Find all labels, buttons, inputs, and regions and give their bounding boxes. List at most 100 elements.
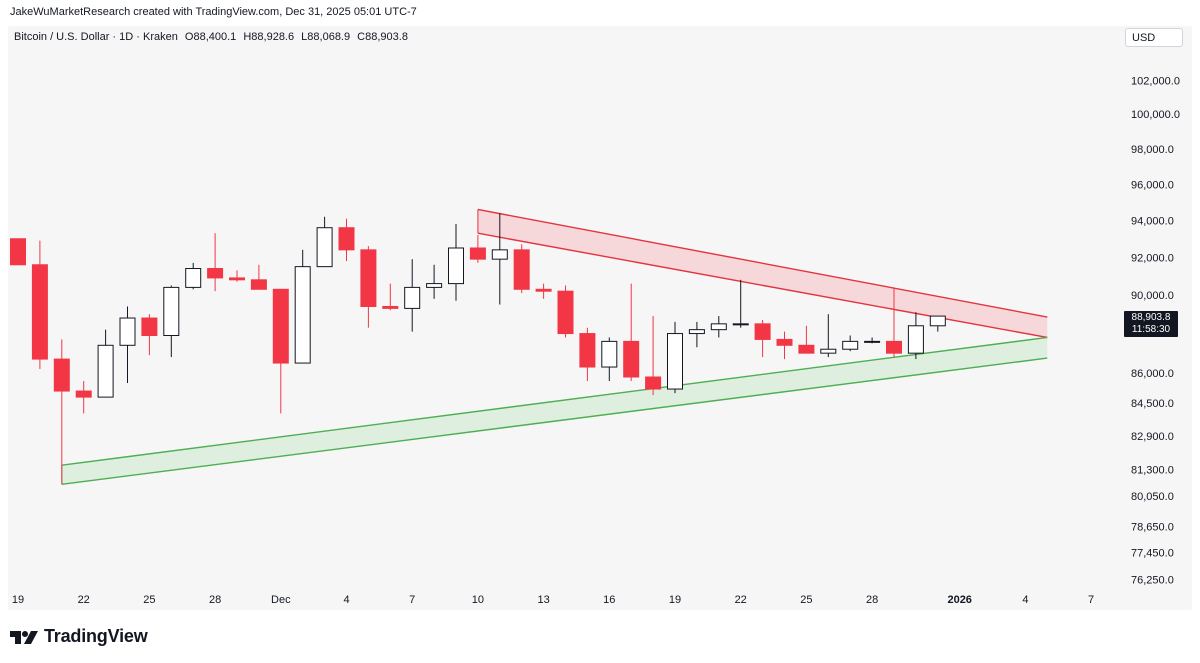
resistance-channel-upper-line xyxy=(477,208,1048,318)
candle xyxy=(53,339,70,485)
candle-body xyxy=(907,325,924,354)
candle-body xyxy=(491,249,508,260)
support-channel-upper-line xyxy=(61,336,1048,466)
candle xyxy=(360,246,377,328)
time-axis-label: 28 xyxy=(866,594,878,606)
price-axis-label: 100,000.0 xyxy=(1131,109,1180,121)
time-axis-label: 19 xyxy=(12,594,24,606)
candle xyxy=(754,319,771,358)
candles xyxy=(10,213,946,485)
candle-body xyxy=(316,227,333,268)
candle-body xyxy=(53,358,70,392)
candle-body xyxy=(579,333,596,368)
price-axis-label: 86,000.0 xyxy=(1131,368,1174,380)
price-axis-label: 84,500.0 xyxy=(1131,398,1174,410)
time-axis-label: 28 xyxy=(209,594,221,606)
time-axis[interactable]: 19 22 25 28 Dec 4 7 10 13 16 19 22 25 28 2026 4 7 xyxy=(12,594,1094,606)
candle xyxy=(250,264,267,290)
candle xyxy=(141,314,158,356)
candle xyxy=(469,235,486,263)
candle xyxy=(579,327,596,381)
candle-body xyxy=(185,268,202,288)
candle-body xyxy=(426,283,443,288)
tradingview-logo-text: TradingView xyxy=(44,626,148,646)
open-value: O88,400.1 xyxy=(184,31,237,43)
support-channel-fill xyxy=(61,337,1048,485)
price-axis-label: 102,000.0 xyxy=(1131,75,1180,87)
time-axis-label: 16 xyxy=(603,594,615,606)
candle-body xyxy=(688,329,705,335)
time-axis-label: 22 xyxy=(78,594,90,606)
candle-body xyxy=(250,279,267,290)
candle-body xyxy=(469,247,486,260)
candle xyxy=(864,337,881,344)
time-axis-label: 25 xyxy=(143,594,155,606)
candle xyxy=(557,285,574,338)
candle xyxy=(601,337,618,381)
candle xyxy=(426,264,443,299)
candle-body xyxy=(448,247,464,285)
currency-button[interactable]: USD xyxy=(1125,28,1183,47)
time-axis-label: Dec xyxy=(271,594,291,606)
candle xyxy=(207,233,224,292)
tradingview-logo[interactable]: TradingView xyxy=(10,626,148,647)
candle-body xyxy=(754,323,771,340)
candle xyxy=(907,312,924,360)
candle xyxy=(272,288,289,414)
candle-body xyxy=(820,348,837,354)
price-axis-label: 80,050.0 xyxy=(1131,491,1174,503)
candle xyxy=(10,238,26,266)
candle-body xyxy=(207,268,224,279)
last-price-tag: 88,903.8 11:58:30 xyxy=(1124,311,1178,337)
candle xyxy=(842,335,859,352)
price-axis[interactable]: 102,000.0 100,000.0 98,000.0 96,000.0 94,000… xyxy=(1131,75,1180,586)
time-axis-label: 2026 xyxy=(947,594,971,606)
bar-countdown: 11:58:30 xyxy=(1131,324,1171,335)
price-axis-label: 96,000.0 xyxy=(1131,179,1174,191)
candle xyxy=(294,249,311,364)
candle-body xyxy=(798,344,815,354)
chart-credit: JakeWuMarketResearch created with Tradin… xyxy=(10,6,417,18)
candle xyxy=(338,218,355,262)
candle-body xyxy=(601,340,618,368)
high-value: H88,928.6 xyxy=(243,31,295,43)
candle xyxy=(929,315,946,332)
candle-body xyxy=(272,288,289,364)
candle-body xyxy=(31,264,48,360)
candle-body xyxy=(382,305,399,309)
candle-body xyxy=(229,277,245,281)
candle xyxy=(513,244,530,294)
candle-body xyxy=(141,317,158,337)
candle xyxy=(448,224,464,301)
candle xyxy=(798,325,815,354)
candle xyxy=(820,314,837,358)
candle xyxy=(688,321,705,348)
price-axis-label: 76,250.0 xyxy=(1131,574,1174,586)
symbol-title[interactable]: Bitcoin / U.S. Dollar · 1D · Kraken xyxy=(14,31,178,43)
candle-body xyxy=(535,288,552,292)
candle-body xyxy=(623,340,640,378)
candle-body xyxy=(645,376,662,390)
candle-body xyxy=(776,338,793,346)
price-axis-label: 77,450.0 xyxy=(1131,548,1174,560)
candle-body xyxy=(710,323,727,331)
price-axis-label: 81,300.0 xyxy=(1131,464,1174,476)
resistance-channel-lower-line xyxy=(477,232,1048,339)
candle xyxy=(382,283,399,311)
trend-channels xyxy=(61,208,1048,485)
candle-body xyxy=(557,290,574,335)
candle xyxy=(75,380,92,414)
candle-body xyxy=(886,340,902,354)
candle xyxy=(31,240,48,370)
candle xyxy=(623,283,640,381)
candle-body xyxy=(360,249,377,307)
resistance-channel-fill xyxy=(477,209,1048,338)
candle-body xyxy=(10,238,26,266)
candle-body xyxy=(97,344,114,398)
tradingview-logo-icon xyxy=(10,630,38,644)
time-axis-label: 19 xyxy=(669,594,681,606)
price-axis-label: 92,000.0 xyxy=(1131,252,1174,264)
time-axis-label: 4 xyxy=(343,594,349,606)
candle-body xyxy=(294,266,311,364)
